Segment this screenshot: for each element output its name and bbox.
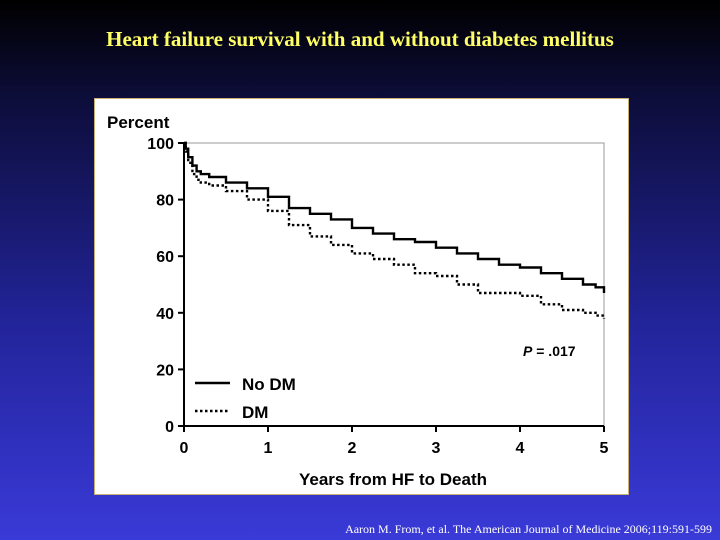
legend-label: DM <box>242 403 268 422</box>
y-tick-label: 20 <box>156 362 174 379</box>
x-tick-label: 1 <box>264 440 273 457</box>
series-line-no-dm <box>184 141 606 293</box>
y-tick-label: 100 <box>147 136 174 153</box>
y-tick-label: 40 <box>156 306 174 323</box>
legend-label: No DM <box>242 375 296 394</box>
survival-chart: Percent Years from HF to Death 020406080… <box>107 113 609 489</box>
x-tick-label: 3 <box>432 440 441 457</box>
x-tick-label: 4 <box>516 440 525 457</box>
series-lines <box>184 141 606 319</box>
slide-title: Heart failure survival with and without … <box>106 27 614 51</box>
y-tick-label: 60 <box>156 249 174 266</box>
x-tick-label: 5 <box>600 440 609 457</box>
x-axis-label: Years from HF to Death <box>299 470 487 489</box>
y-tick-label: 0 <box>165 419 174 436</box>
chart-panel: Percent Years from HF to Death 0 20 40 60 80… <box>94 98 629 495</box>
y-tick-label: 80 <box>156 193 174 210</box>
x-tick-label: 2 <box>348 440 357 457</box>
x-tick-label: 0 <box>180 440 189 457</box>
axis-ticks: 0 20 40 60 80 100 0 1 2 3 4 5 <box>147 136 608 457</box>
p-value-annotation: P = .017 <box>523 343 576 359</box>
p-value-symbol: P <box>523 343 533 359</box>
p-value-number: = .017 <box>532 343 575 359</box>
series-line-dm <box>184 141 606 319</box>
citation: Aaron M. From, et al. The American Journ… <box>345 522 712 536</box>
y-axis-label: Percent <box>107 113 170 132</box>
legend: No DM DM <box>195 375 296 422</box>
